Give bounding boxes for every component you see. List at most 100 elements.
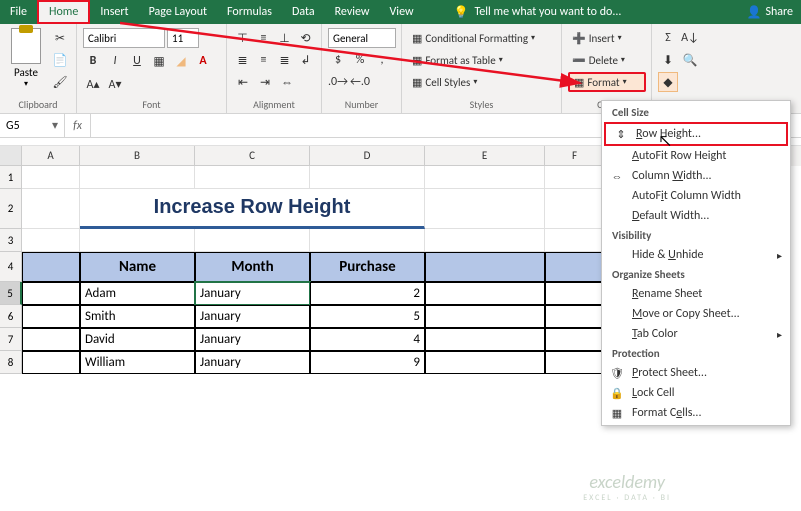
menu-hide-unhide[interactable]: Hide & Unhide▸ [602,245,790,265]
bold-button[interactable]: B [83,51,103,71]
row-header-2[interactable]: 2 [0,189,22,229]
accounting-button[interactable]: $ [328,50,348,70]
cell-B7[interactable]: David [80,328,195,351]
menu-move-copy[interactable]: Move or Copy Sheet... [602,304,790,324]
underline-button[interactable]: U [127,51,147,71]
col-header-E[interactable]: E [425,146,545,166]
menu-format-cells[interactable]: ▦Format Cells... [602,403,790,423]
cell-C8[interactable]: January [195,351,310,374]
menu-lock-cell[interactable]: 🔒Lock Cell [602,383,790,403]
menu-autofit-row[interactable]: AutoFit Row Height [602,146,790,166]
cell-B3[interactable] [80,229,195,252]
cell-B5[interactable]: Adam [80,282,195,305]
font-color-button[interactable]: A [193,51,213,71]
col-header-B[interactable]: B [80,146,195,166]
col-header-C[interactable]: C [195,146,310,166]
cell-F1[interactable] [545,166,605,189]
align-right-button[interactable]: ≣ [275,50,294,70]
cell-D4[interactable]: Purchase [310,252,425,282]
row-header-4[interactable]: 4 [0,252,22,282]
fill-color-button[interactable]: ◢ [171,51,191,71]
cell-C3[interactable] [195,229,310,252]
autosum-button[interactable]: Σ [658,28,678,48]
font-name-input[interactable] [83,28,165,48]
fx-button[interactable]: fx [65,114,91,137]
cell-E1[interactable] [425,166,545,189]
row-header-7[interactable]: 7 [0,328,22,351]
cell-E8[interactable] [425,351,545,374]
menu-autofit-col[interactable]: AutoFit Column Width [602,186,790,206]
tell-me[interactable]: 💡Tell me what you want to do... [444,0,632,24]
font-size-input[interactable] [167,28,199,48]
cell-A3[interactable] [22,229,80,252]
merge-button[interactable]: ⇔ [277,72,297,92]
insert-cells-button[interactable]: ➕Insert▾ [568,28,646,48]
tab-review[interactable]: Review [325,0,380,24]
cell-C4[interactable]: Month [195,252,310,282]
cell-A6[interactable] [22,305,80,328]
cell-B4[interactable]: Name [80,252,195,282]
cell-F6[interactable] [545,305,605,328]
row-header-1[interactable]: 1 [0,166,22,189]
cell-A2[interactable] [22,189,80,229]
find-button[interactable]: 🔍 [680,50,700,70]
cell-B6[interactable]: Smith [80,305,195,328]
cell-D5[interactable]: 2 [310,282,425,305]
decrease-decimal-button[interactable]: ←.0 [350,72,370,92]
cell-A5[interactable] [22,282,80,305]
cell-D6[interactable]: 5 [310,305,425,328]
tab-home[interactable]: Home [37,0,90,24]
percent-button[interactable]: % [350,50,370,70]
cell-B1[interactable] [80,166,195,189]
cell-F7[interactable] [545,328,605,351]
cell-E2[interactable] [425,189,545,229]
col-header-D[interactable]: D [310,146,425,166]
cell-E5[interactable] [425,282,545,305]
format-as-table-button[interactable]: ▦Format as Table▾ [408,50,555,70]
align-top-button[interactable]: ⊤ [233,28,252,48]
align-left-button[interactable]: ≣ [233,50,252,70]
cell-F8[interactable] [545,351,605,374]
menu-row-height[interactable]: ⇕Row Height... [604,122,788,146]
delete-cells-button[interactable]: ➖Delete▾ [568,50,646,70]
cell-B2[interactable]: Increase Row Height [80,189,425,229]
menu-protect-sheet[interactable]: 🛡Protect Sheet... [602,363,790,383]
tab-insert[interactable]: Insert [90,0,138,24]
menu-rename-sheet[interactable]: Rename Sheet [602,284,790,304]
row-header-3[interactable]: 3 [0,229,22,252]
decrease-indent-button[interactable]: ⇤ [233,72,253,92]
col-header-F[interactable]: F [545,146,605,166]
cell-F3[interactable] [545,229,605,252]
menu-tab-color[interactable]: Tab Color▸ [602,324,790,344]
tab-file[interactable]: File [0,0,37,24]
format-painter-button[interactable]: 🖌 [50,72,70,92]
format-cells-button[interactable]: ▦Format▾ [568,72,646,92]
cell-D3[interactable] [310,229,425,252]
name-box[interactable]: G5▾ [0,114,65,137]
decrease-font-button[interactable]: A▾ [105,74,125,94]
cell-D8[interactable]: 9 [310,351,425,374]
cell-A8[interactable] [22,351,80,374]
share-button[interactable]: 👤Share [738,0,801,24]
align-bottom-button[interactable]: ⊥ [275,28,294,48]
cell-F2[interactable] [545,189,605,229]
col-header-A[interactable]: A [22,146,80,166]
border-button[interactable]: ▦ [149,51,169,71]
cell-F5[interactable] [545,282,605,305]
cell-A7[interactable] [22,328,80,351]
italic-button[interactable]: I [105,51,125,71]
copy-button[interactable]: 📄 [50,50,70,70]
tab-data[interactable]: Data [282,0,325,24]
row-header-6[interactable]: 6 [0,305,22,328]
tab-view[interactable]: View [380,0,424,24]
clear-button[interactable]: ◆ [658,72,678,92]
align-center-button[interactable]: ≡ [254,50,273,70]
row-header-8[interactable]: 8 [0,351,22,374]
cell-styles-button[interactable]: ▦Cell Styles▾ [408,72,555,92]
cell-F4[interactable] [545,252,605,282]
tab-formulas[interactable]: Formulas [217,0,282,24]
orientation-button[interactable]: ⟲ [296,28,315,48]
cell-A1[interactable] [22,166,80,189]
align-middle-button[interactable]: ≡ [254,28,273,48]
increase-indent-button[interactable]: ⇥ [255,72,275,92]
